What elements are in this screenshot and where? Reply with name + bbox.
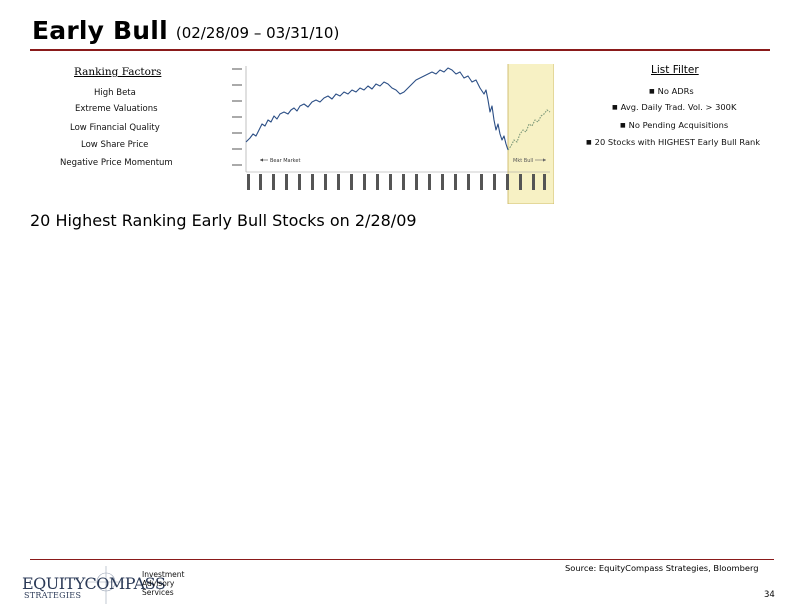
list-filter-item-text: No ADRs	[657, 86, 694, 96]
ranking-factors-heading: Ranking Factors	[74, 66, 162, 78]
footer-divider	[30, 559, 774, 560]
y-tick-marks	[232, 68, 242, 166]
list-filter-item: ■ 20 Stocks with HIGHEST Early Bull Rank	[586, 137, 760, 147]
bullet-icon: ■	[649, 88, 655, 95]
ranking-factor-item: Low Share Price	[81, 140, 149, 150]
page-title: Early Bull (02/28/09 – 03/31/10)	[32, 18, 339, 43]
ranking-factor-item: Negative Price Momentum	[60, 158, 173, 168]
ranking-factor-item: Extreme Valuations	[75, 104, 158, 114]
title-date-range: (02/28/09 – 03/31/10)	[175, 24, 340, 42]
market-chart: Bear Market Mkt Bull	[224, 57, 555, 205]
page-number: 34	[764, 590, 775, 600]
bear-market-label: Bear Market	[270, 158, 300, 164]
bull-annotation: Mkt Bull	[513, 158, 546, 164]
service-line: Investment	[142, 570, 185, 579]
list-filter-item: ■ Avg. Daily Trad. Vol. > 300K	[612, 102, 736, 112]
bull-market-label: Mkt Bull	[513, 158, 533, 164]
service-description: Investment Advisory Services	[142, 570, 184, 597]
index-line-bear	[245, 67, 509, 151]
service-line: Services	[142, 588, 174, 597]
x-tick-marks	[247, 174, 546, 190]
ranking-factor-item: Low Financial Quality	[70, 123, 160, 133]
section-subtitle: 20 Highest Ranking Early Bull Stocks on …	[30, 211, 417, 230]
bullet-icon: ■	[586, 139, 592, 146]
ranking-factor-item: High Beta	[94, 88, 136, 98]
compass-icon	[88, 566, 124, 604]
list-filter-item: ■ No Pending Acquisitions	[620, 120, 728, 130]
bear-annotation: Bear Market	[260, 158, 300, 164]
market-chart-svg: Bear Market Mkt Bull	[232, 57, 555, 205]
early-bull-highlight	[507, 57, 555, 205]
service-line: Advisory	[142, 579, 175, 588]
list-filter-item-text: Avg. Daily Trad. Vol. > 300K	[620, 102, 737, 112]
list-filter-heading: List Filter	[651, 64, 699, 76]
source-note: Source: EquityCompass Strategies, Bloomb…	[565, 563, 759, 573]
title-main: Early Bull	[32, 16, 168, 45]
company-logo	[22, 566, 142, 604]
list-filter-item-text: 20 Stocks with HIGHEST Early Bull Rank	[594, 137, 761, 147]
bullet-icon: ■	[620, 122, 626, 129]
bullet-icon: ■	[612, 104, 618, 111]
title-divider	[30, 49, 770, 51]
list-filter-item: ■ No ADRs	[649, 86, 694, 96]
logo-wordmark: EQUITYCOMPASS	[22, 574, 166, 593]
list-filter-item-text: No Pending Acquisitions	[628, 120, 729, 130]
logo-subtitle: STRATEGIES	[24, 591, 82, 600]
